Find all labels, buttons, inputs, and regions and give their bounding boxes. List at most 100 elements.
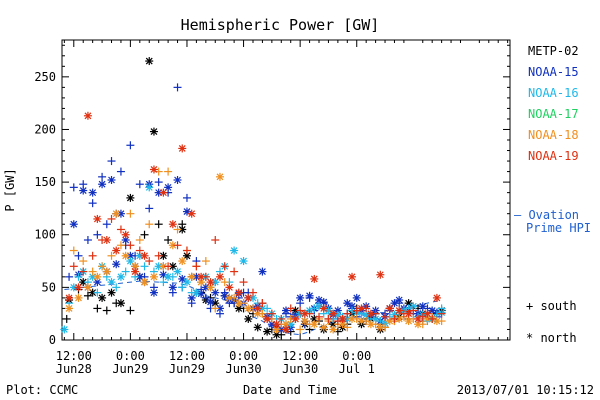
point-noaa-18-north <box>366 320 375 329</box>
star-d2 <box>235 289 243 297</box>
point-noaa-18-south <box>88 267 97 276</box>
point-noaa-19-north <box>300 309 309 318</box>
star-d2 <box>159 252 167 260</box>
star-d2 <box>235 299 243 307</box>
point-noaa-19-north <box>319 304 328 313</box>
legend-noaa-17: NOAA-17 <box>528 107 579 121</box>
star-d2 <box>216 273 224 281</box>
star-d2 <box>178 144 186 152</box>
star-d2 <box>348 273 356 281</box>
point-noaa-19-north <box>244 293 253 302</box>
point-noaa-18-north <box>253 309 262 318</box>
point-noaa-15-north <box>258 267 267 276</box>
point-noaa-19-north <box>131 267 140 276</box>
point-noaa-18-north <box>159 262 168 271</box>
star-d2 <box>93 278 101 286</box>
star-d2 <box>409 302 417 310</box>
x-tick-label-date: Jun28 <box>56 362 92 376</box>
point-noaa-16-north <box>182 278 191 287</box>
point-metp-02-south <box>83 291 92 300</box>
point-noaa-19-north <box>291 314 300 323</box>
star-d2 <box>225 283 233 291</box>
star-d2 <box>79 187 87 194</box>
point-noaa-19-south <box>277 314 286 323</box>
satellite-series <box>60 57 446 339</box>
point-noaa-18-south <box>201 257 210 266</box>
point-noaa-15-south <box>201 293 210 302</box>
plot-frame <box>61 39 511 341</box>
point-noaa-19-north <box>234 288 243 297</box>
star-d2 <box>273 320 280 328</box>
star-d2 <box>150 273 158 281</box>
point-noaa-19-north <box>149 165 158 174</box>
star-d2 <box>301 310 309 318</box>
star-d2 <box>282 326 290 333</box>
point-noaa-18-north <box>395 314 404 323</box>
point-noaa-18-south <box>126 209 135 218</box>
point-noaa-19-north <box>74 283 83 292</box>
star-d2 <box>174 268 181 276</box>
y-tick-label: 250 <box>34 70 56 84</box>
legend-ovation-line2: Prime HPI <box>526 221 591 235</box>
point-noaa-18-north <box>272 325 281 334</box>
point-noaa-15-north <box>282 306 290 315</box>
star-d2 <box>348 302 356 310</box>
point-noaa-18-north <box>244 304 253 313</box>
x-tick-label-date: Jun29 <box>112 362 148 376</box>
point-noaa-15-south <box>107 157 116 166</box>
star-d2 <box>329 326 337 333</box>
point-noaa-15-north <box>107 176 116 184</box>
star-d2 <box>405 317 413 325</box>
star-d2 <box>84 112 92 120</box>
star-d2 <box>207 283 214 291</box>
point-metp-02-south <box>93 304 102 313</box>
point-noaa-18-south <box>164 167 173 176</box>
star-d2 <box>108 278 115 286</box>
point-noaa-18-south <box>145 220 154 229</box>
star-d2 <box>145 183 153 191</box>
star-d2 <box>367 320 375 328</box>
point-noaa-19-north <box>423 309 432 318</box>
point-metp-02-north <box>145 57 154 66</box>
star-d2 <box>325 307 332 314</box>
point-noaa-18-north <box>121 251 130 260</box>
point-noaa-18-north <box>168 241 177 250</box>
point-noaa-19-north <box>310 274 319 283</box>
point-noaa-16-north <box>60 325 69 334</box>
star-d2 <box>122 252 130 260</box>
star-d2 <box>343 299 351 307</box>
point-metp-02-south <box>140 230 149 239</box>
point-noaa-18-south <box>116 241 125 250</box>
point-noaa-18-north <box>357 317 366 326</box>
star-d2 <box>292 315 299 323</box>
footer-timestamp: 2013/07/01 10:15:12 <box>457 383 594 397</box>
point-noaa-15-north <box>164 183 173 192</box>
star-d2 <box>131 262 139 270</box>
point-metp-02-north <box>263 327 272 336</box>
star-d2 <box>273 326 280 333</box>
point-noaa-19-south <box>154 251 163 260</box>
star-d2 <box>98 180 106 188</box>
star-d2 <box>145 57 153 65</box>
x-tick-label-time: 12:00 <box>56 349 92 363</box>
point-noaa-19-north <box>65 293 74 302</box>
star-d2 <box>98 294 106 302</box>
star-d2 <box>339 315 347 323</box>
point-noaa-18-south <box>98 262 107 271</box>
star-d2 <box>159 262 167 270</box>
point-noaa-19-north <box>329 309 338 318</box>
point-noaa-15-south <box>74 251 83 260</box>
point-noaa-19-north <box>253 304 262 313</box>
point-noaa-16-south <box>93 288 102 297</box>
point-noaa-15-north <box>79 186 88 195</box>
point-noaa-18-north <box>348 314 357 323</box>
star-d2 <box>244 294 252 302</box>
point-noaa-16-north <box>145 183 154 192</box>
star-d2 <box>188 210 196 218</box>
star-d2 <box>103 268 111 276</box>
star-d2 <box>122 236 130 244</box>
star-d2 <box>169 241 177 249</box>
point-metp-02-south <box>164 236 173 244</box>
star-d2 <box>254 323 262 331</box>
